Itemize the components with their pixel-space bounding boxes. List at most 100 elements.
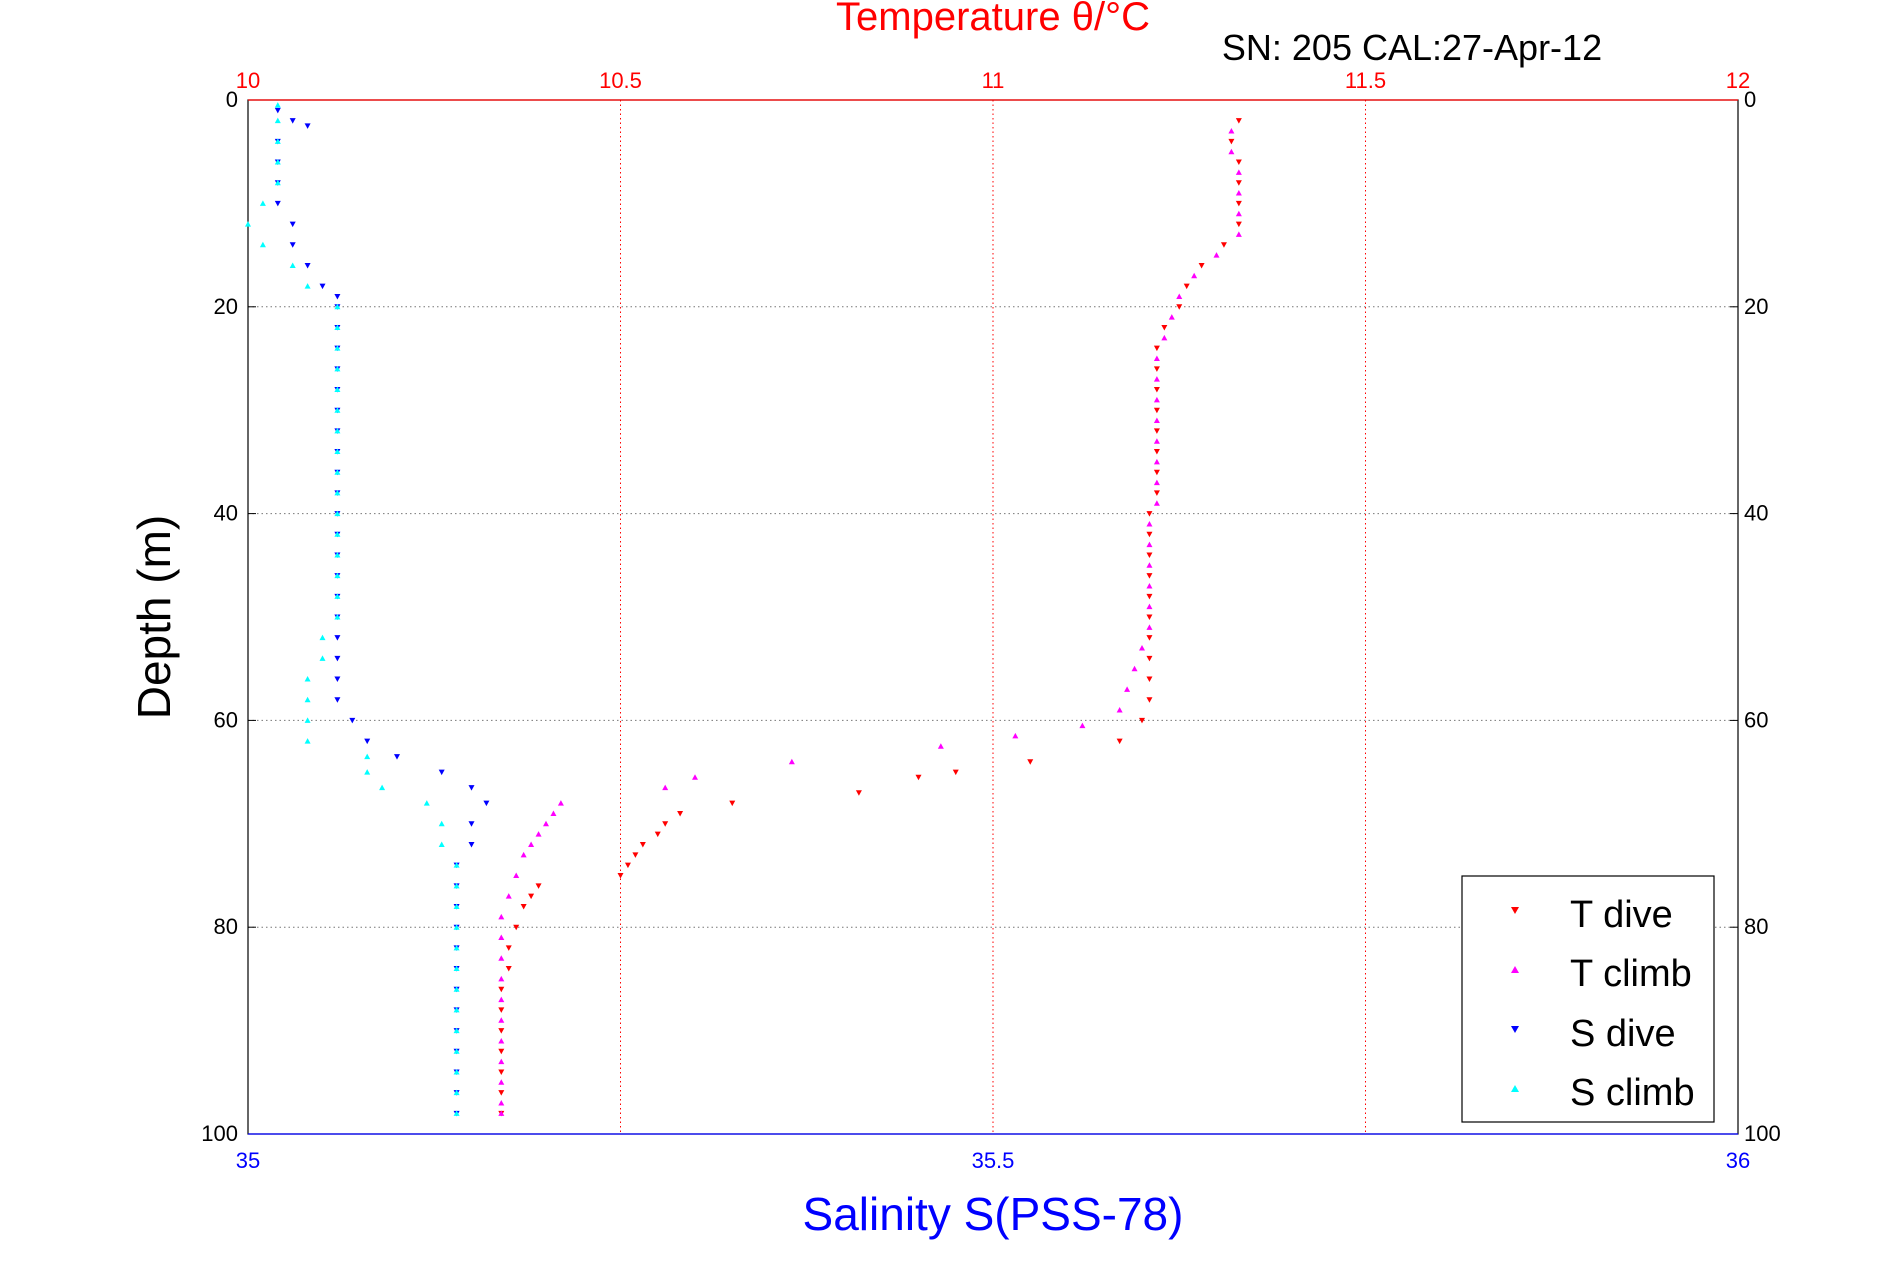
data-point-t-dive — [1153, 449, 1160, 455]
data-point-s-dive — [289, 118, 296, 124]
y-tick-label-left: 20 — [214, 294, 238, 319]
data-point-s-climb — [259, 241, 266, 248]
axis-ticks: 0 0 20 20 40 40 60 60 80 80 100 100 10 10.5 11 11.5 12 35… — [201, 68, 1780, 1173]
data-point-s-dive — [468, 785, 475, 791]
y-tick-label-right: 100 — [1744, 1121, 1781, 1146]
data-point-s-climb — [334, 469, 341, 475]
data-point-t-dive — [505, 966, 512, 972]
data-point-s-climb — [453, 882, 460, 889]
data-point-s-dive — [334, 293, 341, 300]
data-point-s-climb — [334, 427, 341, 434]
top-axis-title: Temperature θ/°C — [836, 0, 1150, 39]
data-point-t-climb — [1228, 148, 1235, 155]
top-tick-label: 11.5 — [1345, 68, 1386, 93]
data-point-t-climb — [788, 758, 795, 765]
data-point-t-dive — [498, 1048, 505, 1055]
data-point-s-climb — [245, 221, 251, 227]
data-point-t-climb — [1116, 707, 1123, 713]
data-point-t-climb — [1012, 732, 1019, 739]
data-point-t-climb — [662, 784, 669, 791]
data-point-t-climb — [1228, 128, 1235, 134]
data-point-t-climb — [1191, 272, 1198, 279]
y-tick-label-left: 100 — [201, 1121, 238, 1146]
data-point-s-climb — [304, 738, 311, 744]
data-point-t-dive — [1235, 200, 1242, 207]
data-point-s-climb — [304, 676, 311, 682]
data-point-s-dive — [364, 738, 371, 745]
data-point-t-dive — [1146, 635, 1153, 641]
data-point-s-climb — [319, 655, 326, 661]
data-point-t-dive — [1235, 159, 1242, 166]
data-point-t-climb — [498, 1017, 505, 1023]
data-point-s-climb — [364, 753, 371, 760]
data-point-t-climb — [1146, 562, 1153, 568]
data-point-s-climb — [334, 345, 341, 351]
data-point-t-climb — [1146, 624, 1153, 630]
data-point-s-climb — [453, 1006, 460, 1013]
data-point-t-dive — [1153, 407, 1160, 414]
data-point-s-climb — [423, 800, 430, 806]
data-point-s-climb — [334, 448, 341, 455]
data-point-t-dive — [535, 883, 542, 889]
data-point-t-dive — [639, 841, 646, 848]
data-point-t-climb — [1153, 458, 1160, 465]
data-point-s-climb — [334, 386, 341, 393]
data-point-t-climb — [692, 774, 698, 780]
data-point-t-dive — [1235, 118, 1242, 124]
data-point-t-dive — [915, 774, 922, 781]
series-s-climb — [245, 102, 460, 1116]
data-point-s-climb — [453, 965, 460, 972]
legend-label-t-dive: T dive — [1570, 894, 1673, 936]
data-point-s-climb — [453, 1089, 460, 1096]
data-point-t-dive — [1146, 614, 1153, 620]
data-point-s-dive — [468, 841, 475, 848]
y-axis-label: Depth (m) — [128, 515, 180, 719]
data-point-s-climb — [319, 634, 326, 641]
y-tick-label-right: 20 — [1744, 294, 1768, 319]
data-point-t-climb — [528, 841, 535, 847]
data-point-s-climb — [438, 841, 445, 847]
data-point-s-climb — [453, 1048, 460, 1054]
data-point-s-climb — [453, 862, 460, 868]
legend-marker-t-dive — [1511, 907, 1519, 914]
data-point-t-climb — [1235, 210, 1242, 217]
grid-lines — [248, 100, 1738, 1134]
data-point-t-climb — [520, 851, 527, 858]
bottom-tick-label: 35.5 — [972, 1148, 1015, 1173]
data-point-t-climb — [1153, 376, 1160, 382]
data-point-t-dive — [1228, 138, 1235, 145]
data-point-t-climb — [498, 913, 505, 920]
bottom-tick-label: 36 — [1726, 1148, 1750, 1173]
data-point-t-dive — [654, 831, 661, 838]
data-point-s-dive — [304, 262, 311, 269]
data-point-t-dive — [1146, 593, 1153, 600]
data-point-t-climb — [1153, 396, 1160, 403]
y-tick-label-left: 80 — [214, 914, 238, 939]
data-point-t-climb — [513, 872, 520, 878]
data-point-t-dive — [1153, 490, 1160, 496]
data-point-s-climb — [453, 1110, 460, 1116]
x-axis-label: Salinity S(PSS-78) — [803, 1188, 1184, 1240]
data-point-t-climb — [505, 893, 512, 899]
data-point-t-climb — [1235, 169, 1242, 175]
data-point-t-dive — [498, 986, 505, 993]
data-point-t-dive — [1153, 428, 1160, 434]
data-point-t-climb — [498, 1058, 505, 1065]
data-point-s-climb — [274, 102, 281, 108]
data-point-t-dive — [632, 852, 639, 858]
data-point-t-dive — [1116, 738, 1123, 745]
data-point-s-dive — [349, 717, 356, 724]
data-point-t-dive — [505, 945, 512, 951]
y-tick-label-left: 60 — [214, 707, 238, 732]
data-point-t-dive — [1153, 366, 1160, 372]
y-tick-label-left: 0 — [226, 87, 238, 112]
data-point-t-dive — [1153, 345, 1160, 352]
data-point-t-climb — [937, 743, 944, 749]
data-point-s-dive — [438, 769, 445, 776]
data-point-t-climb — [1168, 314, 1175, 320]
data-point-t-dive — [1146, 655, 1153, 662]
data-point-t-climb — [1139, 645, 1145, 651]
bottom-tick-label: 35 — [236, 1148, 260, 1173]
series-t-dive — [498, 118, 1242, 1117]
